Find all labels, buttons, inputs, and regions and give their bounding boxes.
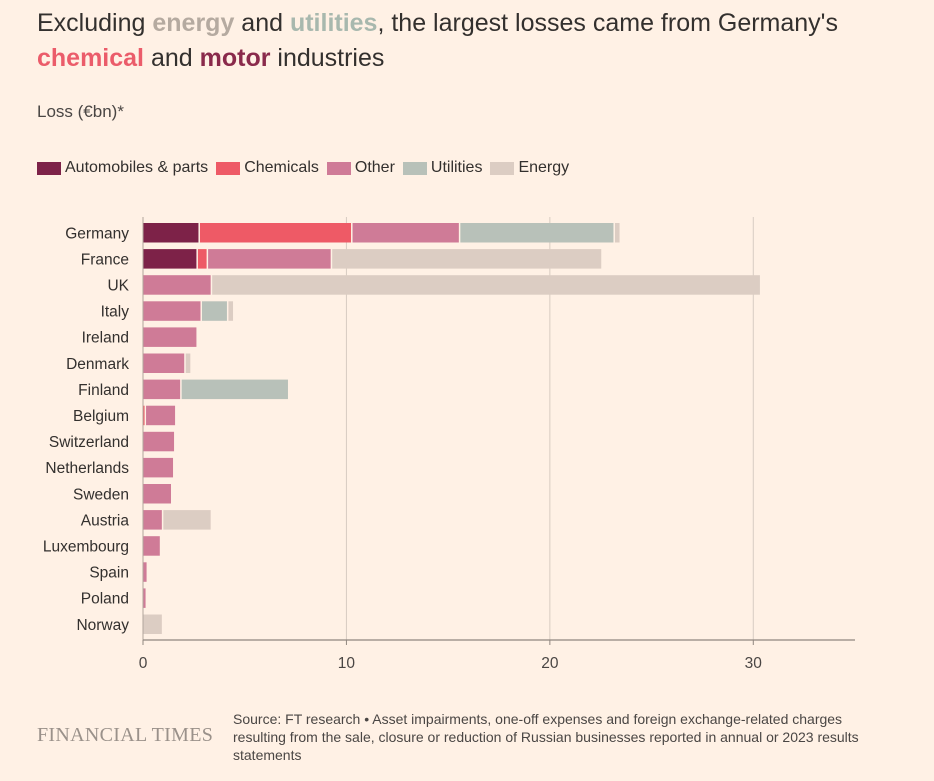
category-label: Poland: [81, 591, 129, 608]
x-tick-label: 20: [541, 655, 559, 672]
title-energy-highlight: energy: [152, 9, 235, 37]
title-motor-highlight: motor: [199, 44, 271, 72]
x-tick-label: 0: [139, 655, 148, 672]
legend-label: Automobiles & parts: [65, 159, 209, 176]
legend-swatch: [326, 161, 351, 175]
title-chemical-highlight: chemical: [37, 44, 145, 72]
bar-segment: [163, 510, 211, 530]
legend-item: Energy: [490, 159, 569, 177]
chart-subtitle: Loss (€bn)*: [37, 102, 124, 121]
chart-legend: Automobiles & parts Chemicals Other Utiliti…: [37, 159, 577, 177]
bar-segment: [143, 484, 171, 504]
bar-segment: [460, 223, 614, 243]
bar-segment: [208, 249, 331, 269]
legend-label: Energy: [518, 159, 570, 176]
legend-item: Other: [326, 159, 395, 177]
category-label: France: [81, 251, 129, 268]
legend-label: Other: [354, 159, 395, 176]
legend-swatch: [37, 161, 61, 175]
source-note: Source: FT research • Asset impairments,…: [233, 711, 859, 763]
bar-segment: [228, 301, 234, 321]
title-part: industries: [270, 44, 385, 72]
category-label: Denmark: [66, 356, 129, 373]
legend-swatch: [216, 161, 241, 175]
legend-item: Automobiles & parts: [37, 159, 208, 177]
bar-segment: [143, 405, 145, 426]
bar-segment: [143, 457, 174, 478]
title-part: and: [144, 44, 200, 72]
category-label: Spain: [89, 565, 129, 582]
bar-segment: [197, 249, 207, 269]
legend-swatch: [490, 161, 515, 175]
category-label: Norway: [76, 617, 129, 634]
category-label: Belgium: [73, 408, 129, 425]
bar-segment: [185, 353, 191, 373]
bar-segment: [143, 275, 211, 295]
chart-title: Excluding energy and utilities, the larg…: [37, 6, 907, 76]
bar-segment: [143, 327, 197, 347]
bar-segment: [143, 379, 181, 400]
bar-segment: [332, 249, 602, 269]
bar-segment: [181, 379, 288, 400]
title-part: and: [234, 9, 290, 37]
category-label: Switzerland: [49, 434, 129, 451]
category-label: Luxembourg: [43, 538, 129, 555]
bar-segment: [199, 223, 352, 243]
bar-segment: [143, 588, 146, 608]
bar-segment: [143, 353, 185, 373]
bar-segment: [143, 614, 162, 634]
bar-segment: [614, 223, 620, 243]
title-part: , the largest losses came from Germany's: [377, 9, 838, 37]
category-label: Netherlands: [45, 460, 129, 477]
category-label: Finland: [78, 382, 129, 399]
legend-swatch: [402, 161, 427, 175]
bar-segment: [201, 301, 227, 321]
bar-segment: [143, 562, 147, 582]
bar-segment: [143, 223, 199, 243]
ft-logo: FINANCIAL TIMES: [37, 724, 214, 746]
x-tick-label: 30: [745, 655, 763, 672]
x-tick-label: 10: [338, 655, 356, 672]
bar-segment: [143, 301, 201, 321]
category-label: Sweden: [73, 486, 129, 503]
legend-item: Chemicals: [216, 159, 319, 177]
legend-label: Chemicals: [244, 159, 319, 176]
legend-item: Utilities: [402, 159, 483, 177]
legend-label: Utilities: [430, 159, 483, 176]
bar-segment: [146, 405, 176, 426]
bar-segment: [143, 536, 160, 556]
bar-chart: Germany France UK Italy Ireland Denmark Finlan…: [43, 217, 855, 672]
bar-segment: [352, 223, 459, 243]
bar-segment: [212, 275, 760, 295]
category-label: UK: [107, 277, 129, 294]
bar-segment: [143, 249, 197, 269]
category-label: Austria: [81, 512, 130, 529]
category-label: Ireland: [82, 330, 129, 347]
title-utilities-highlight: utilities: [289, 9, 378, 37]
title-part: Excluding: [37, 9, 153, 37]
bar-segment: [143, 431, 175, 452]
category-label: Italy: [101, 304, 130, 321]
bar-segment: [143, 510, 162, 530]
category-label: Germany: [65, 225, 129, 242]
